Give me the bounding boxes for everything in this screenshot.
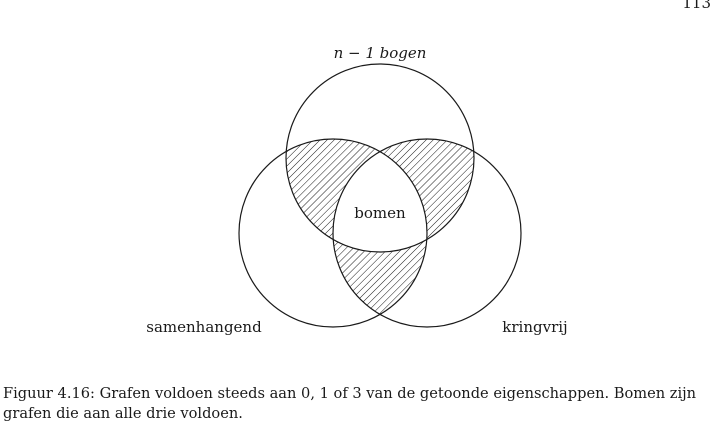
label-center: bomen xyxy=(354,204,406,222)
figure-caption: Figuur 4.16: Grafen voldoen steeds aan 0… xyxy=(3,385,697,422)
label-top: n − 1 bogen xyxy=(334,44,427,62)
label-right: kringvrij xyxy=(502,318,567,336)
page-number: 113 xyxy=(682,0,711,12)
circle-samenhangend xyxy=(238,138,428,328)
venn-diagram: n − 1 bogen bomen samenhangend kringvrij xyxy=(146,44,567,336)
circle-kringvrij xyxy=(332,138,522,328)
circle-n-minus-1-bogen xyxy=(285,63,475,253)
region-center xyxy=(333,139,427,252)
label-left: samenhangend xyxy=(146,318,262,336)
